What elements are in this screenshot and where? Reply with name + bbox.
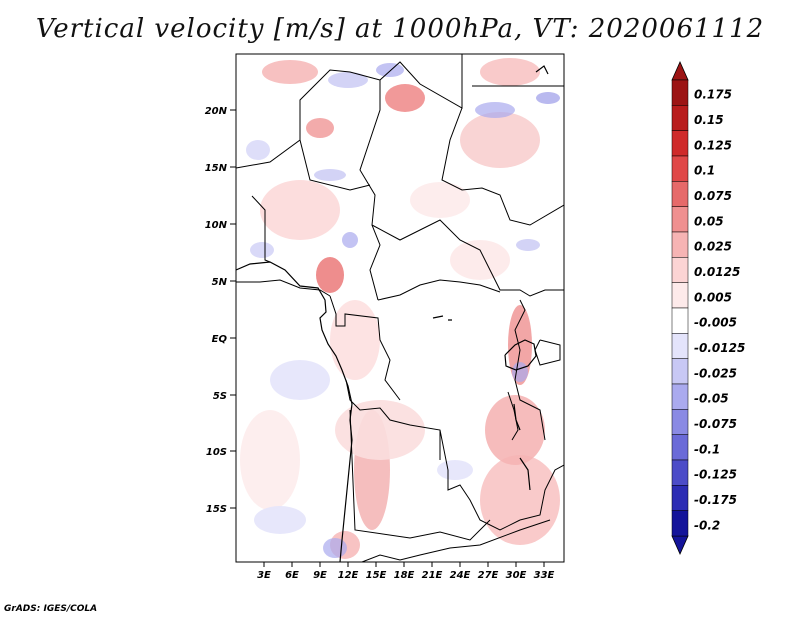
coastline [236, 65, 549, 562]
lat-label: 5N [212, 277, 228, 288]
colorbar-swatch [671, 485, 689, 511]
colorbar-label: 0.025 [694, 240, 732, 254]
colorbar-label: -0.075 [694, 417, 737, 431]
lat-label: 20N [205, 106, 228, 117]
colorbar-label: -0.05 [694, 392, 729, 406]
country-borders [236, 54, 564, 562]
lon-label: 15E [366, 570, 387, 581]
lat-label: 15S [206, 504, 227, 515]
velocity-field [240, 58, 560, 559]
colorbar-label: -0.1 [694, 442, 720, 456]
lon-label: 27E [478, 570, 499, 581]
colorbar-label: 0.005 [694, 290, 732, 304]
longitude-axis: 3E 6E 9E 12E 15E 18E 21E 24E 27E 30E 33E [257, 562, 555, 581]
lon-label: 18E [394, 570, 415, 581]
colorbar-label: 0.125 [694, 138, 732, 152]
colorbar-label: 0.1 [694, 164, 715, 178]
colorbar-swatch [671, 333, 689, 359]
colorbar-label: -0.125 [694, 468, 737, 482]
colorbar-label: 0.15 [694, 113, 724, 127]
lon-label: 33E [534, 570, 555, 581]
map-title: Vertical velocity [m/s] at 1000hPa, VT: … [35, 14, 765, 44]
colorbar-label: 0.075 [694, 189, 732, 203]
colorbar-swatch [671, 459, 689, 486]
lon-label: 21E [422, 570, 443, 581]
colorbar-swatch [671, 409, 689, 435]
colorbar-swatch [671, 231, 689, 258]
colorbar-swatch [671, 257, 689, 283]
credit-label: GrADS: IGES/COLA [4, 604, 98, 614]
colorbar-top-arrow [671, 61, 689, 81]
lat-label: 5S [213, 391, 227, 402]
colorbar-swatch [671, 383, 689, 410]
colorbar-swatch [671, 510, 689, 537]
lon-label: 30E [506, 570, 527, 581]
lon-label: 24E [450, 570, 471, 581]
lat-label: 10S [206, 447, 227, 458]
colorbar-label: -0.0125 [694, 341, 745, 355]
colorbar-bottom-arrow [671, 535, 689, 555]
colorbar-label: -0.005 [694, 316, 737, 330]
colorbar-swatch [671, 358, 689, 385]
colorbar-swatch [671, 79, 689, 106]
colorbar-label: -0.025 [694, 366, 737, 380]
colorbar: 0.175 0.15 0.125 0.1 0.075 0.05 0.025 0.0125 0.0… [671, 61, 745, 555]
lon-label: 9E [313, 570, 327, 581]
map-frame [235, 53, 565, 563]
lat-label: 15N [205, 163, 228, 174]
colorbar-swatch [671, 282, 689, 309]
colorbar-label: -0.175 [694, 493, 737, 507]
colorbar-swatch [671, 181, 689, 207]
lat-label: EQ [212, 334, 228, 345]
lon-label: 12E [338, 570, 359, 581]
colorbar-swatch [671, 130, 689, 157]
colorbar-swatch [671, 307, 689, 334]
colorbar-label: -0.2 [694, 518, 720, 532]
colorbar-swatch [671, 105, 689, 131]
lon-label: 3E [257, 570, 271, 581]
colorbar-swatch [671, 434, 689, 461]
lon-label: 6E [285, 570, 299, 581]
map-panel [235, 53, 565, 563]
lat-label: 10N [205, 220, 228, 231]
colorbar-label: 0.0125 [694, 265, 740, 279]
colorbar-swatch [671, 206, 689, 233]
colorbar-label: 0.175 [694, 88, 732, 102]
colorbar-label: 0.05 [694, 214, 724, 228]
latitude-axis: 20N 15N 10N 5N EQ 5S 10S 15S [205, 106, 236, 515]
colorbar-swatch [671, 155, 689, 182]
